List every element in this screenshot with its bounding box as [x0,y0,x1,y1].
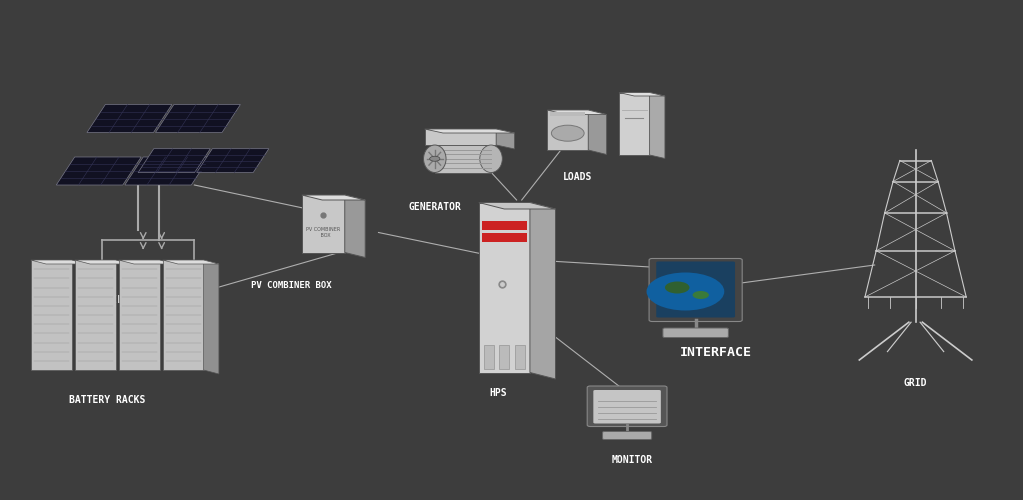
Polygon shape [547,110,607,114]
Polygon shape [515,345,525,368]
Polygon shape [125,157,210,185]
Text: INTERFACE: INTERFACE [680,346,752,359]
Text: GENERATOR: GENERATOR [408,202,461,212]
Polygon shape [484,345,494,368]
Polygon shape [75,260,131,264]
Polygon shape [302,195,365,200]
Polygon shape [119,260,160,370]
Polygon shape [496,129,515,149]
Text: PV COMBINER
   BOX: PV COMBINER BOX [306,227,341,238]
FancyBboxPatch shape [603,432,652,440]
Polygon shape [196,148,269,172]
Polygon shape [31,260,87,264]
Circle shape [665,282,690,294]
Polygon shape [56,157,141,185]
Polygon shape [619,92,650,155]
FancyBboxPatch shape [650,258,743,322]
Text: PV PANELS: PV PANELS [76,295,129,305]
Polygon shape [163,260,219,264]
Polygon shape [119,260,175,264]
Polygon shape [425,129,496,145]
Circle shape [693,291,709,299]
Polygon shape [650,92,665,158]
Polygon shape [302,195,345,252]
Text: BATTERY RACKS: BATTERY RACKS [70,395,145,405]
Text: HPS: HPS [489,388,507,398]
Polygon shape [530,202,555,379]
Polygon shape [499,345,509,368]
Polygon shape [619,92,665,96]
Polygon shape [204,260,219,374]
Circle shape [647,272,724,310]
Polygon shape [425,129,515,133]
Polygon shape [155,104,240,132]
Text: MONITOR: MONITOR [612,455,653,465]
FancyBboxPatch shape [663,328,728,338]
Polygon shape [479,202,530,372]
Polygon shape [163,260,204,370]
Polygon shape [479,202,555,209]
Polygon shape [75,260,116,370]
Circle shape [551,125,584,141]
Polygon shape [345,195,365,258]
Circle shape [430,156,440,161]
FancyBboxPatch shape [657,262,736,318]
Ellipse shape [424,145,446,172]
Polygon shape [482,232,527,241]
FancyBboxPatch shape [593,390,661,424]
Polygon shape [31,260,72,370]
Polygon shape [435,145,491,172]
Polygon shape [482,221,527,230]
Ellipse shape [480,145,502,172]
Text: LOADS: LOADS [564,172,592,182]
Text: GRID: GRID [904,378,927,388]
Polygon shape [550,112,585,116]
Polygon shape [588,110,607,154]
Polygon shape [87,104,172,132]
Polygon shape [138,148,211,172]
Polygon shape [547,110,588,150]
Text: PV COMBINER BOX: PV COMBINER BOX [252,280,331,289]
FancyBboxPatch shape [587,386,667,426]
